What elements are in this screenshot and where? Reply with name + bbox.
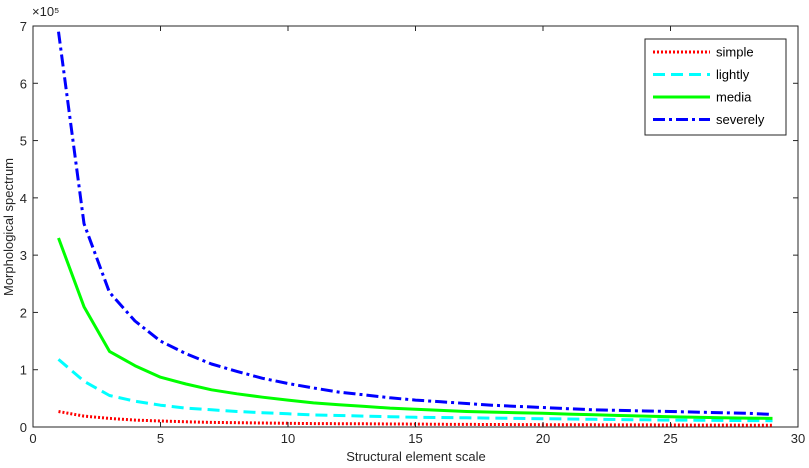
y-tick-label: 6 <box>20 76 27 91</box>
x-tick-label: 25 <box>663 431 677 446</box>
legend: simple lightly media severely <box>644 38 787 136</box>
series-line-media <box>57 237 773 420</box>
x-axis-title: Structural element scale <box>346 449 485 464</box>
legend-box <box>644 38 787 136</box>
series-line-lightly <box>57 358 773 423</box>
legend-items: simple lightly media severely <box>653 45 765 127</box>
legend-label-simple: simple <box>716 45 754 60</box>
y-exponent-label: ×10⁵ <box>32 4 59 19</box>
x-tick-label: 20 <box>536 431 550 446</box>
y-axis-ticks: 0 1 2 3 4 5 6 7 <box>20 19 798 435</box>
legend-label-severely: severely <box>716 112 765 127</box>
y-tick-label: 2 <box>20 305 27 320</box>
y-tick-label: 4 <box>20 191 27 206</box>
x-tick-label: 30 <box>791 431 805 446</box>
x-tick-label: 15 <box>408 431 422 446</box>
x-tick-label: 0 <box>29 431 36 446</box>
y-tick-label: 5 <box>20 134 27 149</box>
y-tick-label: 7 <box>20 19 27 34</box>
y-tick-label: 3 <box>20 248 27 263</box>
legend-label-lightly: lightly <box>716 67 750 82</box>
y-tick-label: 0 <box>20 420 27 435</box>
y-tick-label: 1 <box>20 363 27 378</box>
x-tick-label: 10 <box>281 431 295 446</box>
series-line-severely <box>57 31 773 416</box>
x-axis-ticks: 0 5 10 15 20 25 30 <box>29 26 805 446</box>
x-tick-label: 5 <box>157 431 164 446</box>
legend-label-media: media <box>716 90 752 105</box>
y-axis-title: Morphological spectrum <box>1 158 16 296</box>
